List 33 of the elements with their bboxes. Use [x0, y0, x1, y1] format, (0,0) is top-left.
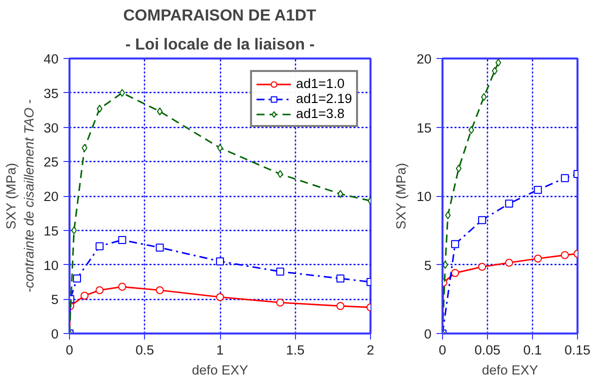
x-tick-label: 0.5: [135, 342, 154, 358]
y-tick-label: 35: [44, 86, 59, 101]
x-tick-label: 0: [438, 342, 446, 358]
y-tick-label: 20: [416, 52, 432, 66]
x-tick-label: 1.5: [286, 342, 305, 358]
x-tick-label: 0.05: [474, 342, 500, 358]
y-tick-label: 15: [416, 120, 432, 136]
legend-label: ad1=3.8: [296, 106, 345, 121]
y-tick-label: 0: [424, 326, 432, 342]
x-tick-label: 2: [366, 342, 374, 358]
chart-title: COMPARAISON DE A1DT: [123, 8, 316, 24]
y-tick-label: 5: [51, 292, 59, 308]
x-tick-label: 1: [216, 342, 224, 358]
x-tick-label: 0.1: [523, 342, 542, 358]
y-axis-title: SXY (MPa): [394, 162, 409, 230]
y-tick-label: 5: [424, 258, 432, 273]
y-tick-label: 10: [416, 189, 432, 204]
text: -contrainte de cisaillement TAO -: [22, 98, 37, 293]
y-tick-label: 30: [44, 120, 59, 136]
y-tick-label: 25: [44, 154, 59, 170]
chart-subtitle: - Loi locale de la liaison -: [125, 36, 315, 54]
legend-label: ad1=1.0: [296, 76, 345, 91]
y-axis-title: SXY (MPa): [4, 162, 18, 230]
x-tick-label: 0.15: [564, 342, 590, 358]
y-tick-label: 0: [51, 326, 59, 342]
y-tick-label: 15: [44, 223, 59, 238]
x-tick-label: 0: [66, 342, 74, 358]
y-tick-label: 20: [44, 189, 59, 204]
y-tick-label: 40: [44, 52, 59, 66]
y-tick-label: 10: [44, 258, 59, 273]
x-axis-title: defo EXY: [192, 362, 248, 378]
x-axis-title: defo EXY: [482, 362, 538, 378]
legend-label: ad1=2.19: [296, 91, 352, 106]
